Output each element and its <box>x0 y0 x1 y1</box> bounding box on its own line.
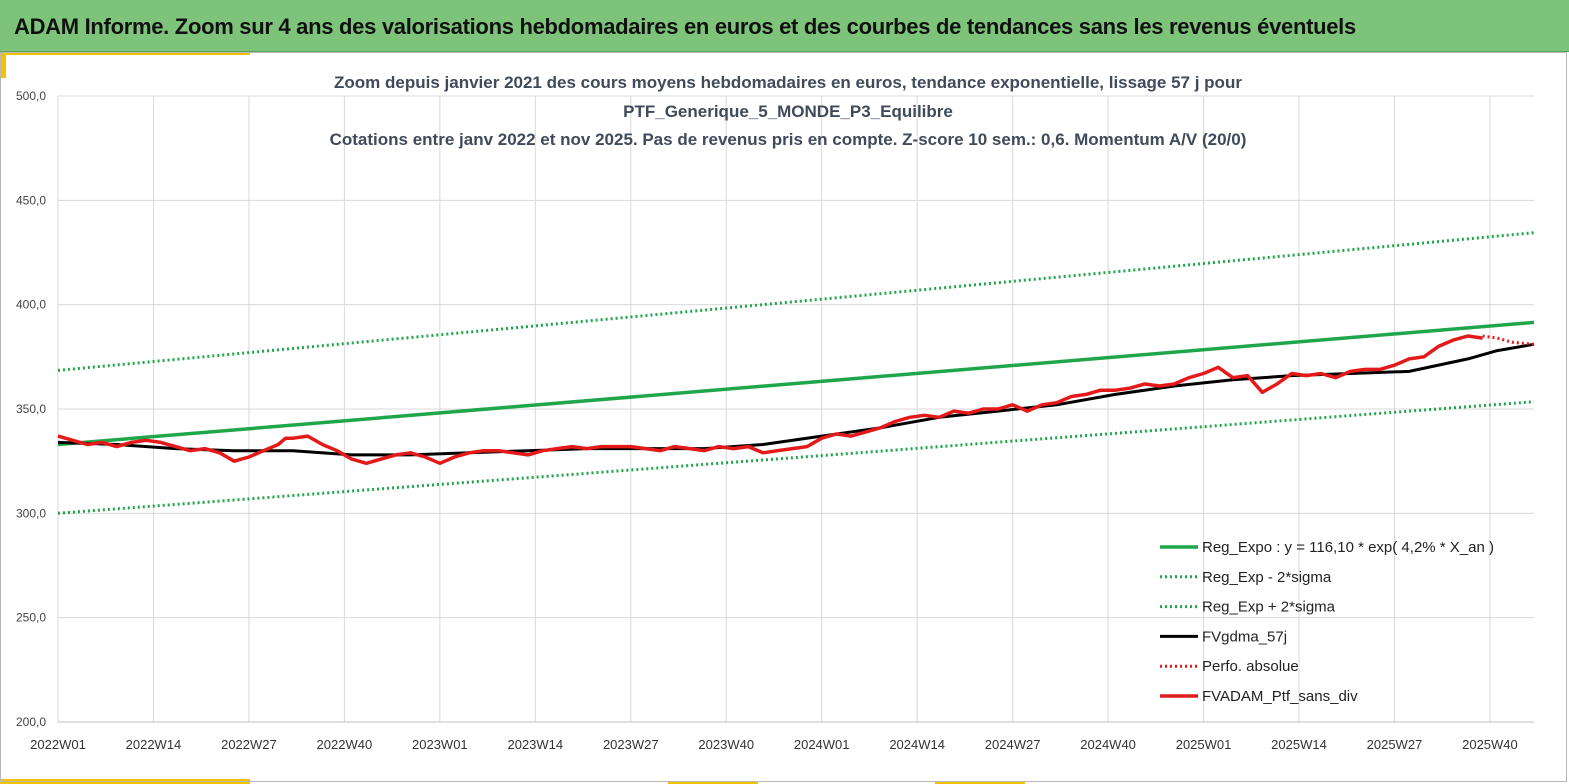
x-tick-label: 2024W40 <box>1080 737 1136 752</box>
accent-bar-top-left <box>0 52 250 55</box>
banner: ADAM Informe. Zoom sur 4 ans des valoris… <box>0 0 1569 52</box>
legend: Reg_Expo : y = 116,10 * exp( 4,2% * X_an… <box>1160 539 1494 705</box>
series-line-4 <box>1482 334 1535 346</box>
series-line-5 <box>57 334 1483 466</box>
x-tick-label: 2023W27 <box>603 737 659 752</box>
x-tick-label: 2022W01 <box>30 737 86 752</box>
grid <box>57 95 1534 723</box>
y-tick-label: 350,0 <box>16 402 46 416</box>
x-axis: 2022W01 2022W14 2022W27 2022W40 2023W01 2023W… <box>30 737 1518 752</box>
y-axis: 200,0 250,0 300,0 350,0 400,0 450,0 500,0 <box>16 89 46 729</box>
y-tick-label: 450,0 <box>16 193 46 207</box>
chart-title: Zoom depuis janvier 2021 des cours moyen… <box>330 73 1247 149</box>
x-tick-label: 2022W14 <box>126 737 182 752</box>
x-tick-label: 2025W40 <box>1462 737 1518 752</box>
y-tick-label: 300,0 <box>16 506 46 520</box>
series-lines <box>57 231 1535 515</box>
chart-frame <box>0 52 1567 782</box>
series-line-0 <box>57 320 1535 447</box>
x-tick-label: 2023W01 <box>412 737 468 752</box>
y-tick-label: 400,0 <box>16 298 46 312</box>
chart-title-line: Zoom depuis janvier 2021 des cours moyen… <box>334 73 1242 92</box>
x-tick-label: 2025W27 <box>1367 737 1423 752</box>
chart-title-line: Cotations entre janv 2022 et nov 2025. P… <box>330 130 1247 149</box>
accent-bar-left <box>0 52 6 78</box>
legend-label-4: Perfo. absolue <box>1202 658 1299 675</box>
chart-title-line: PTF_Generique_5_MONDE_P3_Equilibre <box>623 102 953 121</box>
legend-label-2: Reg_Exp + 2*sigma <box>1202 599 1336 616</box>
series-line-3 <box>57 342 1535 457</box>
x-tick-label: 2024W01 <box>794 737 850 752</box>
y-tick-label: 500,0 <box>16 89 46 103</box>
series-line-2 <box>57 231 1535 372</box>
x-tick-label: 2025W01 <box>1176 737 1232 752</box>
x-tick-label: 2023W40 <box>698 737 754 752</box>
x-tick-label: 2025W14 <box>1271 737 1327 752</box>
banner-title: ADAM Informe. Zoom sur 4 ans des valoris… <box>14 14 1356 39</box>
x-tick-label: 2024W27 <box>985 737 1041 752</box>
accent-bar-bottom-right <box>935 781 1025 784</box>
x-tick-label: 2024W14 <box>889 737 945 752</box>
legend-label-0: Reg_Expo : y = 116,10 * exp( 4,2% * X_an… <box>1202 539 1494 556</box>
legend-label-1: Reg_Exp - 2*sigma <box>1202 569 1332 586</box>
y-tick-label: 200,0 <box>16 715 46 729</box>
x-tick-label: 2022W40 <box>317 737 373 752</box>
accent-bar-bottom-mid <box>668 781 758 784</box>
series-line-1 <box>57 400 1535 515</box>
x-tick-label: 2022W27 <box>221 737 277 752</box>
x-tick-label: 2023W14 <box>507 737 563 752</box>
legend-label-3: FVgdma_57j <box>1202 628 1287 645</box>
legend-label-5: FVADAM_Ptf_sans_div <box>1202 688 1358 705</box>
y-tick-label: 250,0 <box>16 611 46 625</box>
